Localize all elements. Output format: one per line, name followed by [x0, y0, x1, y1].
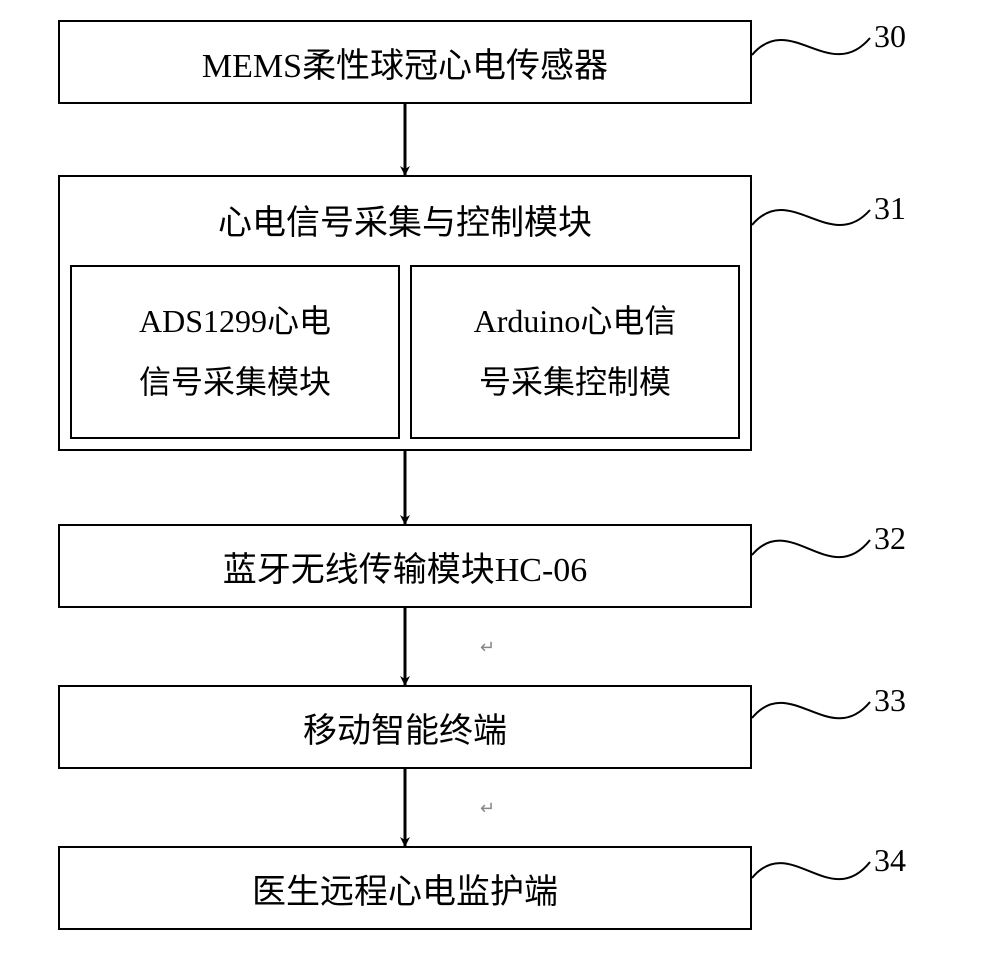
sub-ads1299-line2: 信号采集模块 — [72, 352, 398, 413]
node-doctor-remote: 医生远程心电监护端 — [58, 846, 752, 930]
ref-label-34: 34 — [874, 842, 906, 879]
ref-label-33: 33 — [874, 682, 906, 719]
connectors-layer — [0, 0, 1000, 975]
flowchart-root: MEMS柔性球冠心电传感器 心电信号采集与控制模块 ADS1299心电 信号采集… — [0, 0, 1000, 975]
leader-curve — [752, 862, 870, 879]
enter-mark-icon: ↵ — [480, 637, 495, 658]
node-bluetooth-module: 蓝牙无线传输模块HC-06 — [58, 524, 752, 608]
sub-ads1299-module: ADS1299心电 信号采集模块 — [70, 265, 400, 439]
ref-label-31: 31 — [874, 190, 906, 227]
node-acq-control-title: 心电信号采集与控制模块 — [60, 195, 750, 244]
enter-mark-icon: ↵ — [480, 798, 495, 819]
ref-label-30: 30 — [874, 18, 906, 55]
leader-group — [752, 38, 870, 879]
leader-curve — [752, 38, 870, 55]
leader-curve — [752, 702, 870, 718]
sub-arduino-text: Arduino心电信 号采集控制模 — [412, 291, 738, 413]
sub-ads1299-line1: ADS1299心电 — [72, 291, 398, 352]
leader-curve — [752, 540, 870, 557]
node-mems-sensor: MEMS柔性球冠心电传感器 — [58, 20, 752, 104]
node-mems-sensor-label: MEMS柔性球冠心电传感器 — [60, 38, 750, 87]
node-bluetooth-label: 蓝牙无线传输模块HC-06 — [60, 542, 750, 591]
node-doctor-label: 医生远程心电监护端 — [60, 864, 750, 913]
sub-ads1299-text: ADS1299心电 信号采集模块 — [72, 291, 398, 413]
sub-arduino-module: Arduino心电信 号采集控制模 — [410, 265, 740, 439]
ref-label-32: 32 — [874, 520, 906, 557]
sub-arduino-line2: 号采集控制模 — [412, 352, 738, 413]
node-mobile-terminal: 移动智能终端 — [58, 685, 752, 769]
node-mobile-label: 移动智能终端 — [60, 703, 750, 752]
leader-curve — [752, 210, 870, 225]
sub-arduino-line1: Arduino心电信 — [412, 291, 738, 352]
